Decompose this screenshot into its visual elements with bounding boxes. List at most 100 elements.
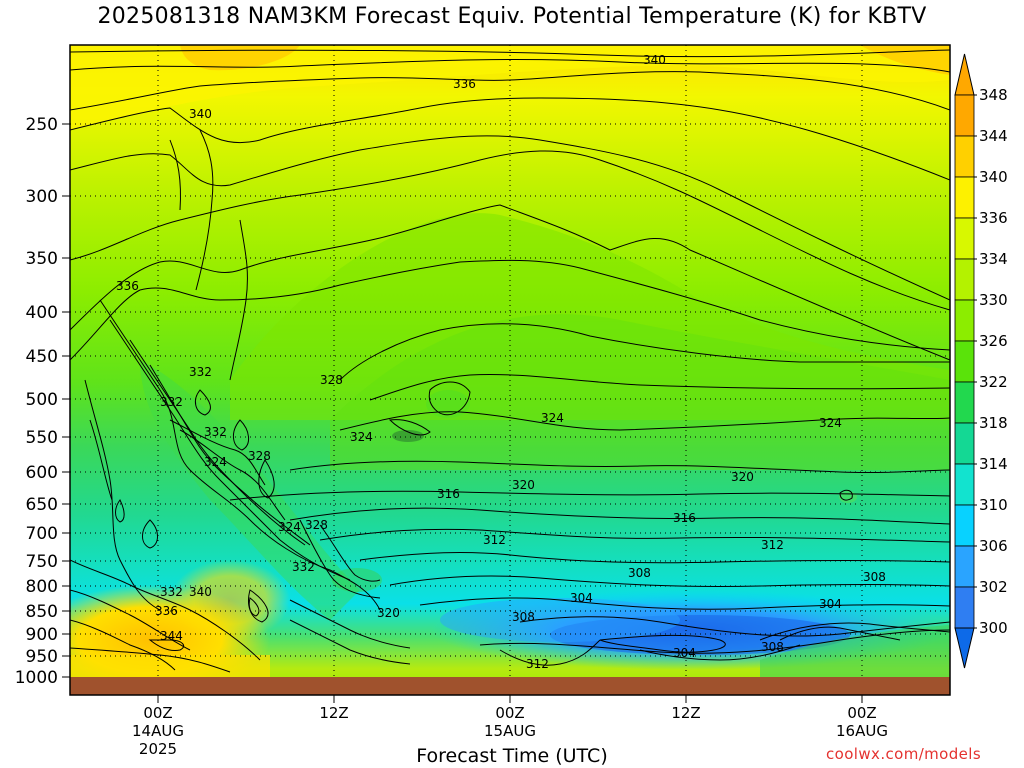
colorbar-label: 348 <box>979 86 1008 104</box>
y-tick-label: 700 <box>26 524 58 544</box>
colorbar-label: 322 <box>979 373 1008 391</box>
contour-label: 320 <box>377 606 400 620</box>
colorbar-label: 340 <box>979 168 1008 186</box>
x-tick-label: 12Z <box>671 704 700 722</box>
y-tick-label: 750 <box>26 552 58 572</box>
v-gridlines <box>157 45 863 677</box>
contour-label: 332 <box>189 365 212 379</box>
colorbar-swatch <box>954 381 975 424</box>
credit-text: coolwx.com/models <box>826 745 982 763</box>
y-axis: 250 300 350 400 450 500 550 600 650 700 … <box>15 115 70 688</box>
colorbar-swatch <box>954 299 975 342</box>
contour-label: 340 <box>189 585 212 599</box>
contour-label: 344 <box>160 629 183 643</box>
contour-label: 328 <box>320 373 343 387</box>
y-tick-label: 550 <box>26 428 58 448</box>
colorbar-label: 300 <box>979 619 1008 637</box>
colorbar-arrow-bottom <box>954 627 975 669</box>
colorbar-swatch <box>954 176 975 219</box>
y-tick-label: 900 <box>26 625 58 645</box>
contour-label: 340 <box>189 107 212 121</box>
contour-label: 328 <box>305 518 328 532</box>
contour-label: 308 <box>628 566 651 580</box>
x-tick-label: 16AUG <box>836 722 888 740</box>
y-tick-label: 350 <box>26 249 58 269</box>
y-tick-label: 450 <box>26 347 58 367</box>
x-tick-label: 00Z <box>143 704 172 722</box>
y-tick-label: 400 <box>26 303 58 323</box>
y-tick-label: 800 <box>26 577 58 597</box>
contour-label: 308 <box>863 570 886 584</box>
colorbar-label: 306 <box>979 537 1008 555</box>
contour-label: 308 <box>512 610 535 624</box>
colorbar-label: 344 <box>979 127 1008 145</box>
x-axis-title: Forecast Time (UTC) <box>416 745 608 767</box>
contour-label: 336 <box>453 77 476 91</box>
colorbar-swatch <box>954 504 975 547</box>
plot-field: 340 336 340 336 332 332 332 324 328 328 … <box>70 45 950 695</box>
colorbar-label: 326 <box>979 332 1008 350</box>
contour-label: 324 <box>278 520 301 534</box>
contour-lines <box>70 49 950 673</box>
colorbar-label: 310 <box>979 496 1008 514</box>
colorbar-label: 330 <box>979 291 1008 309</box>
contour-label: 312 <box>526 657 549 671</box>
colorbar-swatch <box>954 340 975 383</box>
contour-label: 316 <box>673 511 696 525</box>
colorbar-label: 336 <box>979 209 1008 227</box>
x-tick-label: 14AUG <box>132 722 184 740</box>
contour-label: 332 <box>160 395 183 409</box>
y-tick-label: 1000 <box>15 668 58 688</box>
y-tick-label: 850 <box>26 602 58 622</box>
colorbar-swatch <box>954 94 975 137</box>
colorbar-swatch <box>954 422 975 465</box>
colorbar-swatch <box>954 258 975 301</box>
colorbar-swatch <box>954 217 975 260</box>
contour-label: 316 <box>437 487 460 501</box>
contour-label: 312 <box>483 533 506 547</box>
contour-label: 320 <box>512 478 535 492</box>
colorbar-arrow-top <box>954 53 975 96</box>
colorbar: 348 344 340 336 334 330 326 322 318 314 310 306 302 3… <box>954 53 1008 669</box>
colorbar-label: 314 <box>979 455 1008 473</box>
contour-labels: 340 336 340 336 332 332 332 324 328 328 … <box>116 53 886 671</box>
x-tick-label: 2025 <box>139 740 177 758</box>
contour-label: 304 <box>673 646 696 660</box>
chart-title: 2025081318 NAM3KM Forecast Equiv. Potent… <box>97 4 927 29</box>
y-tick-label: 650 <box>26 495 58 515</box>
contour-label: 324 <box>350 430 373 444</box>
colorbar-swatch <box>954 545 975 588</box>
contour-label: 324 <box>204 455 227 469</box>
y-tick-label: 250 <box>26 115 58 135</box>
x-tick-label: 15AUG <box>484 722 536 740</box>
x-axis: 00Z 14AUG 2025 12Z 00Z 15AUG 12Z 00Z 16A… <box>132 695 888 758</box>
contour-label: 336 <box>116 279 139 293</box>
contour-label: 304 <box>570 591 593 605</box>
contour-label: 308 <box>761 640 784 654</box>
contour-label: 324 <box>819 416 842 430</box>
ground-band <box>70 677 950 695</box>
contour-label: 304 <box>819 597 842 611</box>
x-tick-label: 00Z <box>495 704 524 722</box>
x-tick-label: 12Z <box>319 704 348 722</box>
contour-label: 332 <box>292 560 315 574</box>
contour-label: 340 <box>643 53 666 67</box>
contour-label: 312 <box>761 538 784 552</box>
y-tick-label: 500 <box>26 390 58 410</box>
colorbar-label: 302 <box>979 578 1008 596</box>
contour-label: 324 <box>541 411 564 425</box>
contour-label: 328 <box>248 449 271 463</box>
colorbar-swatch <box>954 463 975 506</box>
y-tick-label: 950 <box>26 647 58 667</box>
contour-label: 336 <box>155 604 178 618</box>
colorbar-swatch <box>954 135 975 178</box>
contour-label: 332 <box>160 585 183 599</box>
x-tick-label: 00Z <box>847 704 876 722</box>
colorbar-label: 318 <box>979 414 1008 432</box>
colorbar-swatch <box>954 586 975 629</box>
y-tick-label: 600 <box>26 463 58 483</box>
y-tick-label: 300 <box>26 187 58 207</box>
contour-label: 320 <box>731 470 754 484</box>
colorbar-label: 334 <box>979 250 1008 268</box>
